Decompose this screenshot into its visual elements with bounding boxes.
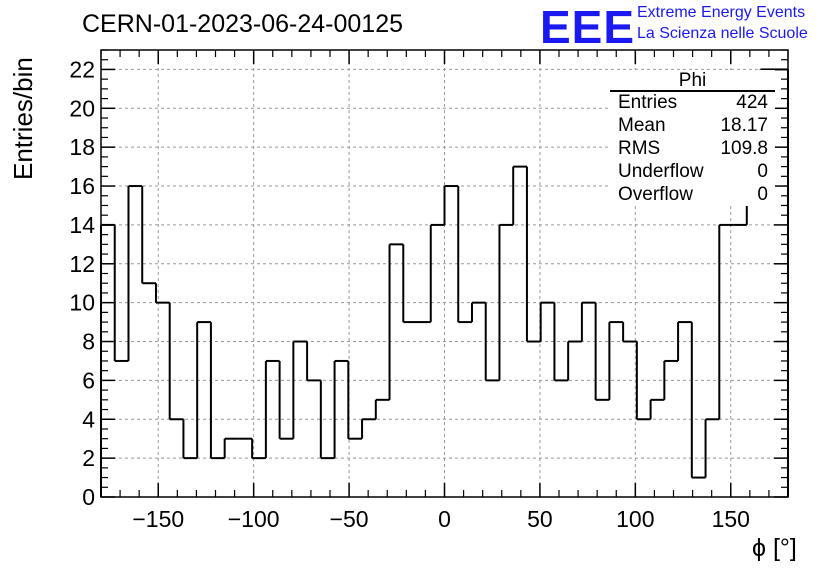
x-tick-label: 50 <box>527 506 553 532</box>
x-tick-label: −150 <box>132 506 184 532</box>
y-tick-label: 12 <box>69 251 95 277</box>
y-tick-label: 22 <box>69 56 95 82</box>
chart-title: CERN-01-2023-06-24-00125 <box>82 10 404 38</box>
logo-line-2: La Scienza nelle Scuole <box>637 25 808 42</box>
x-tick-label: 100 <box>616 506 654 532</box>
x-tick-label: −100 <box>228 506 280 532</box>
stats-box: Phi Entries 424 Mean 18.17 RMS 109.8 Und… <box>610 70 775 206</box>
x-axis-label: ϕ [°] <box>752 534 797 562</box>
stat-label: Entries <box>618 92 678 113</box>
x-tick-label: 0 <box>438 506 451 532</box>
stat-row-underflow: Underflow 0 <box>618 161 768 183</box>
y-tick-label: 8 <box>82 329 95 355</box>
stat-label: RMS <box>618 138 661 159</box>
stat-row-entries: Entries 424 <box>618 92 768 114</box>
stat-value: 18.17 <box>720 115 768 136</box>
stat-label: Overflow <box>618 184 693 205</box>
y-tick-label: 4 <box>82 406 95 432</box>
stat-label: Mean <box>618 115 666 136</box>
x-tick-label: 150 <box>712 506 750 532</box>
stat-value: 424 <box>736 92 768 113</box>
stat-value: 0 <box>757 161 768 182</box>
stat-label: Underflow <box>618 161 704 182</box>
y-tick-label: 6 <box>82 367 95 393</box>
stats-title: Phi <box>678 70 707 91</box>
logo-line-1: Extreme Energy Events <box>637 4 806 21</box>
y-tick-label: 2 <box>82 445 95 471</box>
stats-divider <box>610 90 775 92</box>
y-tick-label: 14 <box>69 212 95 238</box>
x-tick-label: −50 <box>330 506 369 532</box>
y-tick-label: 18 <box>69 134 95 160</box>
y-tick-label: 16 <box>69 173 95 199</box>
y-tick-label: 20 <box>69 95 95 121</box>
stat-row-rms: RMS 109.8 <box>618 138 768 160</box>
stat-value: 109.8 <box>720 138 768 159</box>
y-axis-label: Entries/bin <box>8 57 38 180</box>
stat-row-overflow: Overflow 0 <box>618 184 768 206</box>
eee-logo-mark: EEE <box>540 1 636 53</box>
stat-value: 0 <box>757 184 768 205</box>
y-tick-label: 0 <box>82 484 95 510</box>
axis-ticks: −150 −100 −50 0 50 100 150 0 2 4 6 8 10 12 14 16 18 20 22 <box>69 49 789 532</box>
stat-row-mean: Mean 18.17 <box>618 115 768 137</box>
y-tick-label: 10 <box>69 290 95 316</box>
